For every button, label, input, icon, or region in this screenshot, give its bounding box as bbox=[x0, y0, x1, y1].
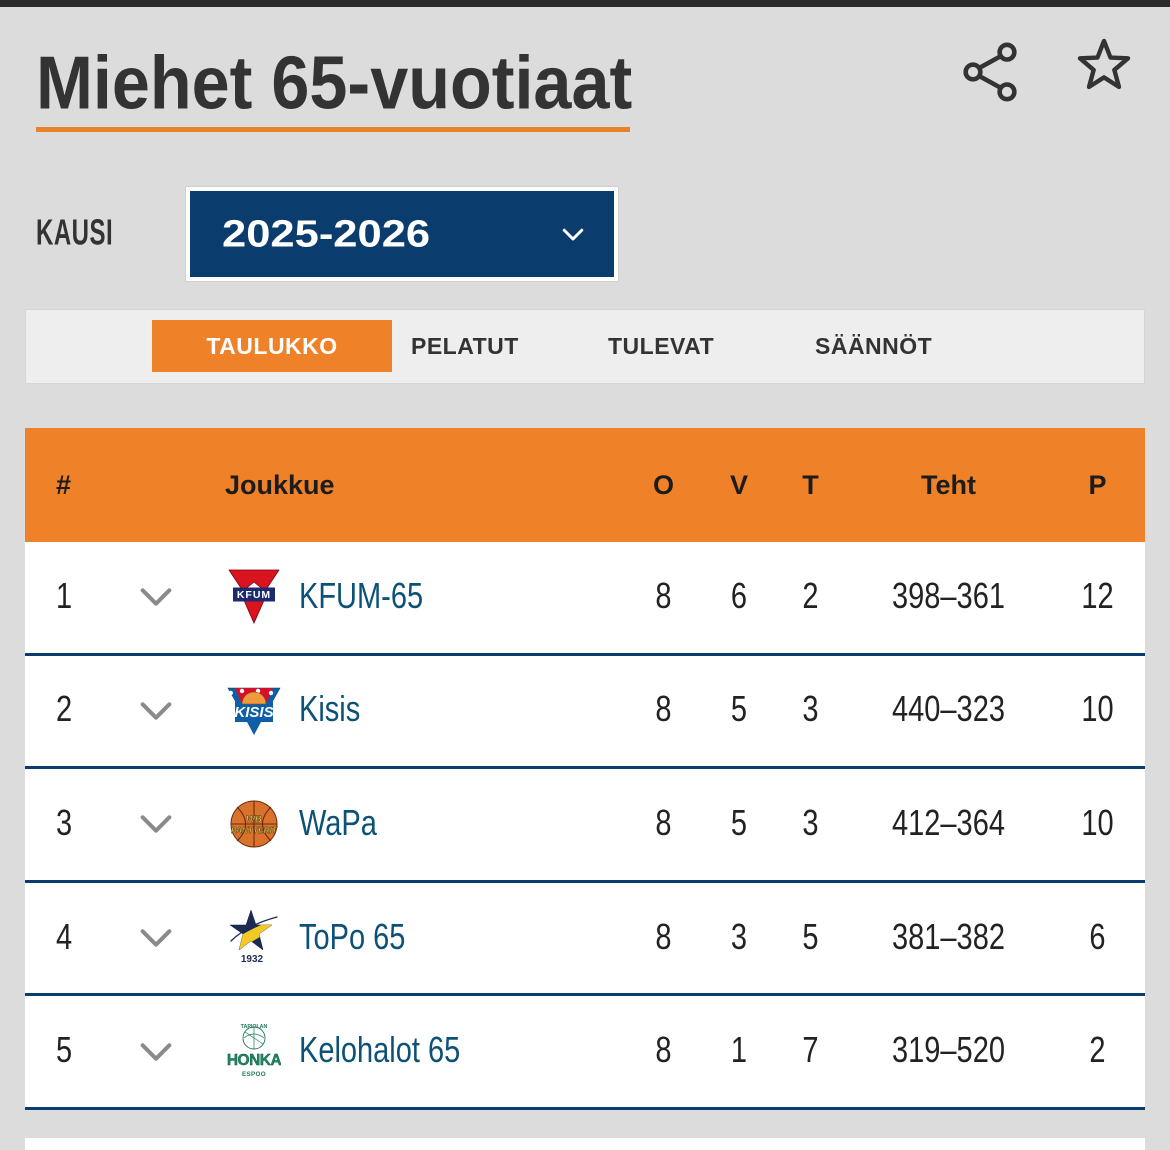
svg-text:HONKA: HONKA bbox=[227, 1052, 281, 1069]
svg-text:ESPOO: ESPOO bbox=[242, 1071, 266, 1078]
svg-text:1932: 1932 bbox=[241, 954, 264, 965]
svg-text:KFUM: KFUM bbox=[237, 589, 271, 601]
svg-text:PANTTERIT: PANTTERIT bbox=[231, 825, 278, 835]
svg-text:WB: WB bbox=[246, 814, 262, 825]
svg-text:TAPIOLAN: TAPIOLAN bbox=[241, 1024, 268, 1030]
svg-text:KISIS: KISIS bbox=[234, 704, 273, 721]
